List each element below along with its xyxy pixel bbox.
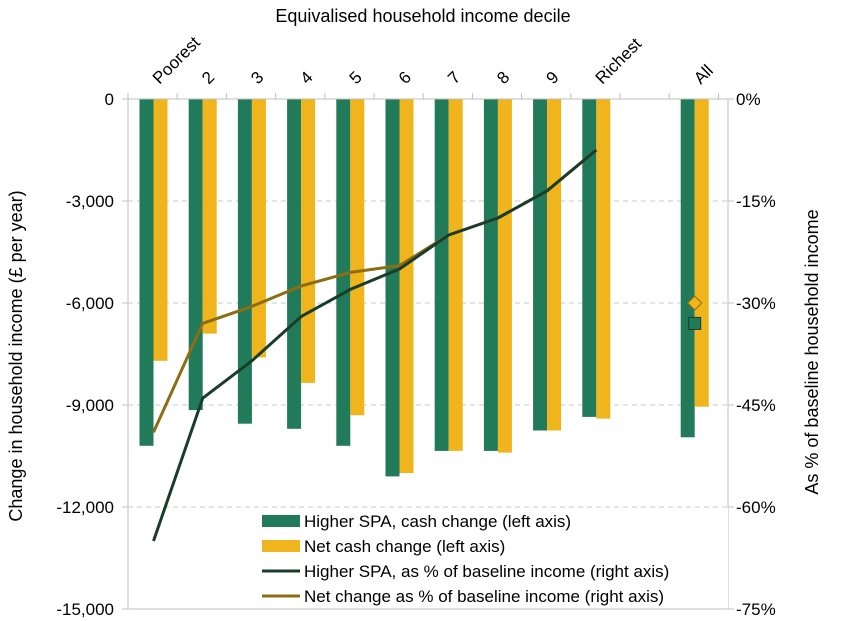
bar-net-cash bbox=[596, 99, 611, 419]
bar-net-cash bbox=[399, 99, 414, 473]
left-tick-label: -3,000 bbox=[66, 192, 114, 211]
bar-net-cash bbox=[251, 99, 266, 358]
axes bbox=[122, 93, 734, 610]
left-tick-label: -9,000 bbox=[66, 396, 114, 415]
bar-net-cash bbox=[497, 99, 512, 453]
bar-higher-spa bbox=[336, 99, 351, 446]
category-label: All bbox=[690, 61, 717, 88]
bar-net-cash bbox=[153, 99, 168, 361]
bar-higher-spa bbox=[287, 99, 302, 429]
bar-higher-spa bbox=[434, 99, 449, 451]
right-tick-label: -15% bbox=[736, 192, 776, 211]
right-tick-label: -30% bbox=[736, 294, 776, 313]
y-axis-left-title: Change in household income (£ per year) bbox=[6, 190, 26, 521]
category-label: 2 bbox=[198, 68, 218, 88]
legend-label: Net change as % of baseline income (righ… bbox=[304, 587, 664, 606]
line-net-pct bbox=[152, 148, 598, 433]
legend-background bbox=[248, 508, 728, 608]
category-label: 8 bbox=[493, 68, 513, 88]
lines bbox=[152, 148, 598, 542]
bar-net-cash bbox=[350, 99, 365, 416]
left-tick-label: -15,000 bbox=[56, 600, 114, 619]
bar-higher-spa bbox=[582, 99, 597, 417]
right-tick-label: -60% bbox=[736, 498, 776, 517]
left-tick-label: -12,000 bbox=[56, 498, 114, 517]
bar-net-cash bbox=[202, 99, 217, 334]
bar-higher-spa bbox=[533, 99, 548, 431]
bar-higher-spa bbox=[680, 99, 695, 438]
all-markers bbox=[686, 295, 703, 330]
category-label: 5 bbox=[346, 68, 366, 88]
right-tick-label: 0% bbox=[736, 90, 761, 109]
bar-net-cash bbox=[301, 99, 316, 383]
category-label: 6 bbox=[395, 68, 415, 88]
category-label: Richest bbox=[592, 34, 646, 88]
bar-higher-spa bbox=[188, 99, 203, 411]
bar-higher-spa bbox=[139, 99, 154, 446]
bar-net-cash bbox=[694, 99, 709, 407]
legend-label: Higher SPA, as % of baseline income (rig… bbox=[304, 562, 669, 581]
legend: Higher SPA, cash change (left axis) Net c… bbox=[248, 508, 728, 608]
category-label: 9 bbox=[542, 68, 562, 88]
category-label: 7 bbox=[444, 68, 464, 88]
bar-higher-spa bbox=[237, 99, 252, 424]
category-label: 4 bbox=[296, 68, 316, 88]
x-axis-title: Equivalised household income decile bbox=[275, 6, 570, 26]
category-label: Poorest bbox=[149, 33, 204, 88]
right-tick-label: -75% bbox=[736, 600, 776, 619]
legend-label: Higher SPA, cash change (left axis) bbox=[304, 512, 571, 531]
left-tick-label: -6,000 bbox=[66, 294, 114, 313]
marker-all-net bbox=[686, 295, 703, 311]
line-higher-spa-pct bbox=[152, 148, 598, 542]
bar-net-cash bbox=[448, 99, 463, 451]
right-tick-label: -45% bbox=[736, 396, 776, 415]
legend-label: Net cash change (left axis) bbox=[304, 537, 505, 556]
category-label: 3 bbox=[247, 68, 267, 88]
left-tick-label: 0 bbox=[105, 90, 114, 109]
y-axis-right-title: As % of baseline household income bbox=[802, 209, 822, 494]
legend-swatch bbox=[262, 515, 300, 527]
marker-all-higher-spa bbox=[688, 316, 702, 330]
bar-higher-spa bbox=[385, 99, 400, 477]
bars bbox=[139, 99, 709, 477]
bar-higher-spa bbox=[483, 99, 498, 451]
bar-net-cash bbox=[547, 99, 562, 431]
legend-swatch bbox=[262, 540, 300, 552]
